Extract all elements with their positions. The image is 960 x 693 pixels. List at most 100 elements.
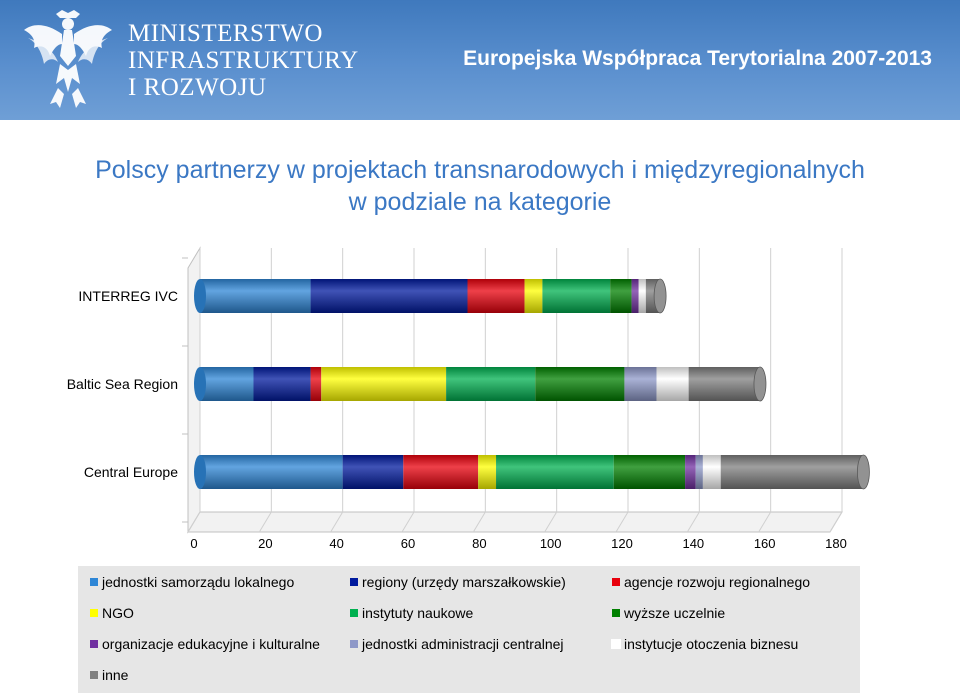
gridline (686, 511, 700, 533)
bar-segment (638, 279, 646, 313)
legend-swatch (611, 639, 621, 649)
legend-item: inne (90, 667, 128, 683)
x-tick-label: 180 (825, 536, 847, 551)
legend-item: regiony (urzędy marszałkowskie) (350, 574, 566, 590)
category-label: Baltic Sea Region (67, 376, 178, 392)
legend-swatch (90, 671, 98, 679)
gridline (330, 511, 344, 533)
legend-label: wyższe uczelnie (624, 605, 726, 621)
bar-start-cap (194, 455, 206, 489)
gridline (615, 511, 629, 533)
legend-swatch (350, 640, 358, 648)
legend-label: instytucje otoczenia biznesu (624, 636, 799, 652)
slide-title-line: Polscy partnerzy w projektach transnarod… (95, 156, 865, 184)
chart-legend: jednostki samorządu lokalnego regiony (ur… (78, 566, 860, 693)
legend-label: NGO (102, 605, 134, 621)
legend-swatch (350, 609, 358, 617)
bar-segment (720, 455, 864, 489)
bar-segment (695, 455, 703, 489)
legend-label: instytuty naukowe (362, 605, 474, 621)
legend-swatch (90, 640, 98, 648)
category-label: Central Europe (84, 464, 178, 480)
polish-eagle-icon (24, 10, 112, 108)
gridline (758, 511, 772, 533)
bar-segment (310, 279, 468, 313)
bar-segment (478, 455, 497, 489)
ministry-line: I ROZWOJU (128, 74, 267, 101)
bar-segment (688, 367, 760, 401)
legend-swatch (612, 609, 620, 617)
slide-title: Polscy partnerzy w projektach transnarod… (0, 154, 960, 218)
legend-swatch (350, 578, 358, 586)
bar-end-cap (857, 454, 870, 490)
x-tick-label: 20 (258, 536, 272, 551)
x-tick-label: 40 (329, 536, 343, 551)
x-tick-label: 100 (540, 536, 562, 551)
category-label: INTERREG IVC (78, 288, 178, 304)
legend-label: jednostki administracji centralnej (362, 636, 564, 652)
bar-start-cap (194, 367, 206, 401)
bar-segment (535, 367, 625, 401)
gridline (829, 511, 843, 533)
legend-label: jednostki samorządu lokalnego (102, 574, 295, 590)
chart-bars (194, 278, 870, 490)
x-tick-label: 60 (401, 536, 415, 551)
x-tick-label: 160 (754, 536, 776, 551)
bar-segment (656, 367, 689, 401)
bar-segment (403, 455, 479, 489)
header-banner: MINISTERSTWO INFRASTRUKTURY I ROZWOJU Eu… (0, 0, 960, 120)
legend-swatch (90, 609, 98, 617)
bar-segment (200, 367, 254, 401)
legend-label: regiony (urzędy marszałkowskie) (362, 574, 566, 590)
legend-item: agencje rozwoju regionalnego (612, 574, 810, 590)
legend-item: instytucje otoczenia biznesu (611, 636, 799, 652)
bar-segment (542, 279, 611, 313)
x-tick-label: 120 (611, 536, 633, 551)
bar-segment (310, 367, 322, 401)
x-tick-label: 140 (682, 536, 704, 551)
bar-segment (624, 367, 657, 401)
bar-segment (496, 455, 614, 489)
slide-title-line: w podziale na kategorie (348, 188, 612, 216)
legend-item: jednostki administracji centralnej (350, 636, 564, 652)
bar-end-cap (653, 278, 667, 314)
x-tick-label: 80 (472, 536, 486, 551)
ministry-line: MINISTERSTWO (128, 20, 323, 47)
gridline (401, 511, 415, 533)
ministry-logo-text: MINISTERSTWO INFRASTRUKTURY I ROZWOJU (128, 20, 359, 101)
legend-label: organizacje edukacyjne i kulturalne (102, 636, 320, 652)
ministry-line: INFRASTRUKTURY (128, 47, 359, 74)
bar-segment (342, 455, 404, 489)
legend-item: jednostki samorządu lokalnego (90, 574, 294, 590)
bar-segment (321, 367, 447, 401)
legend-label: agencje rozwoju regionalnego (624, 574, 811, 590)
chart-floor (187, 511, 843, 533)
bar-segment (613, 455, 686, 489)
legend-item: instytuty naukowe (350, 605, 473, 621)
bar-start-cap (194, 279, 206, 313)
gridline (472, 511, 486, 533)
bar-segment (524, 279, 543, 313)
bar-segment (631, 279, 639, 313)
gridline (544, 511, 558, 533)
program-title: Europejska Współpraca Terytorialna 2007-… (463, 47, 932, 70)
legend-item: organizacje edukacyjne i kulturalne (90, 636, 320, 652)
legend-swatch (90, 578, 98, 586)
gridline (187, 511, 201, 533)
bar-segment (702, 455, 721, 489)
bar-segment (200, 279, 311, 313)
x-tick-label: 0 (190, 536, 197, 551)
chart-labels: 0 20 40 60 80 100 120 140 160 180 INTERREG IVC Balt… (67, 288, 847, 551)
bar-segment (200, 455, 343, 489)
bar-segment (610, 279, 632, 313)
bar-segment (253, 367, 311, 401)
bar-segment (446, 367, 536, 401)
legend-swatch (612, 578, 620, 586)
bar-segment (467, 279, 525, 313)
gridline (258, 511, 272, 533)
legend-item: wyższe uczelnie (612, 605, 725, 621)
stacked-bar-chart: 0 20 40 60 80 100 120 140 160 180 INTERREG IVC Balt… (67, 246, 870, 551)
legend-item: NGO (90, 605, 134, 621)
bar-end-cap (753, 366, 767, 402)
bar-segment (685, 455, 696, 489)
